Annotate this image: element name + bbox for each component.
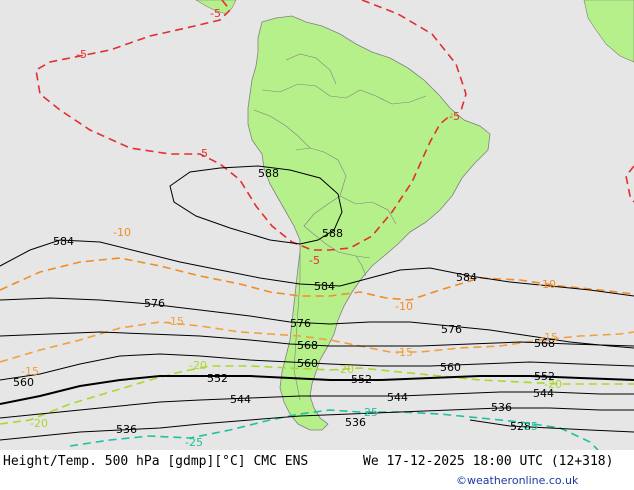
height-label: 568 (297, 339, 318, 352)
height-label: 588 (258, 167, 279, 180)
temp-contour-minus20 (0, 365, 634, 425)
height-contour-588 (169, 165, 343, 245)
height-label: 576 (144, 297, 165, 310)
temp-label: -5 (76, 48, 87, 61)
south-america-land (247, 15, 491, 431)
height-label: 584 (53, 235, 74, 248)
height-contour-528 (469, 419, 634, 433)
height-contour-576 (0, 297, 634, 349)
height-label: 544 (533, 387, 554, 400)
temp-label: -20 (336, 363, 354, 376)
height-label: 552 (207, 372, 228, 385)
central-america-land (195, 0, 237, 15)
height-label: 560 (13, 376, 34, 389)
temp-contour-minus10 (0, 257, 634, 301)
height-label: 528 (510, 420, 531, 433)
height-label: 552 (351, 373, 372, 386)
height-contour-536 (0, 407, 634, 441)
temp-label: -25 (520, 420, 538, 433)
temp-label: -5 (197, 147, 208, 160)
temp-label: -20 (30, 417, 48, 430)
temp-contour-minus25 (69, 409, 599, 450)
temp-label: -20 (544, 378, 562, 391)
temp-label: -25 (360, 406, 378, 419)
temp-contour-minus15 (0, 321, 634, 363)
height-label: 536 (491, 401, 512, 414)
height-label: 560 (440, 361, 461, 374)
temp-label: -15 (166, 315, 184, 328)
height-label: 544 (230, 393, 251, 406)
temp-label: -10 (395, 300, 413, 313)
temp-labels: -5 -5 -5 -5 -5 -10 -10 -10 -15 -15 -15 -… (21, 7, 562, 449)
height-label: 536 (345, 416, 366, 429)
chart-title: Height/Temp. 500 hPa [gdmp][°C] CMC ENS (3, 454, 309, 469)
height-label: 568 (534, 337, 555, 350)
africa-land (583, 0, 634, 63)
height-label: 576 (441, 323, 462, 336)
temp-label: -10 (538, 278, 556, 291)
height-label: 576 (290, 317, 311, 330)
height-label: 544 (387, 391, 408, 404)
temp-label: -5 (309, 254, 320, 267)
height-contour-544 (0, 391, 634, 419)
temp-label: -10 (113, 226, 131, 239)
credit-link[interactable]: ©weatheronline.co.uk (456, 474, 579, 487)
map-panel: 588 588 584 584 584 576 576 576 568 568 … (0, 0, 634, 450)
height-contour-552 (0, 375, 634, 405)
height-label: 560 (297, 357, 318, 370)
height-contour-560 (0, 353, 634, 381)
country-borders (253, 53, 427, 401)
height-labels: 588 588 584 584 584 576 576 576 568 568 … (13, 167, 555, 436)
temp-label: -5 (210, 7, 221, 20)
weather-map: 588 588 584 584 584 576 576 576 568 568 … (0, 0, 634, 450)
height-contour-568 (0, 331, 634, 347)
height-label: 584 (314, 280, 335, 293)
temp-label: -15 (21, 365, 39, 378)
height-label: 552 (534, 370, 555, 383)
temp-contours-minus5 (35, 0, 634, 251)
height-label: 536 (116, 423, 137, 436)
temp-label: -15 (540, 331, 558, 344)
height-contour-584 (0, 239, 634, 297)
valid-time: We 17-12-2025 18:00 UTC (12+318) (363, 454, 614, 469)
temp-label: -15 (395, 346, 413, 359)
height-label: 584 (456, 271, 477, 284)
height-contours (0, 165, 634, 441)
height-label: 588 (322, 227, 343, 240)
temp-label: -5 (449, 110, 460, 123)
temp-label: -20 (189, 359, 207, 372)
map-footer: Height/Temp. 500 hPa [gdmp][°C] CMC ENS … (0, 450, 634, 490)
temp-label: -25 (185, 436, 203, 449)
